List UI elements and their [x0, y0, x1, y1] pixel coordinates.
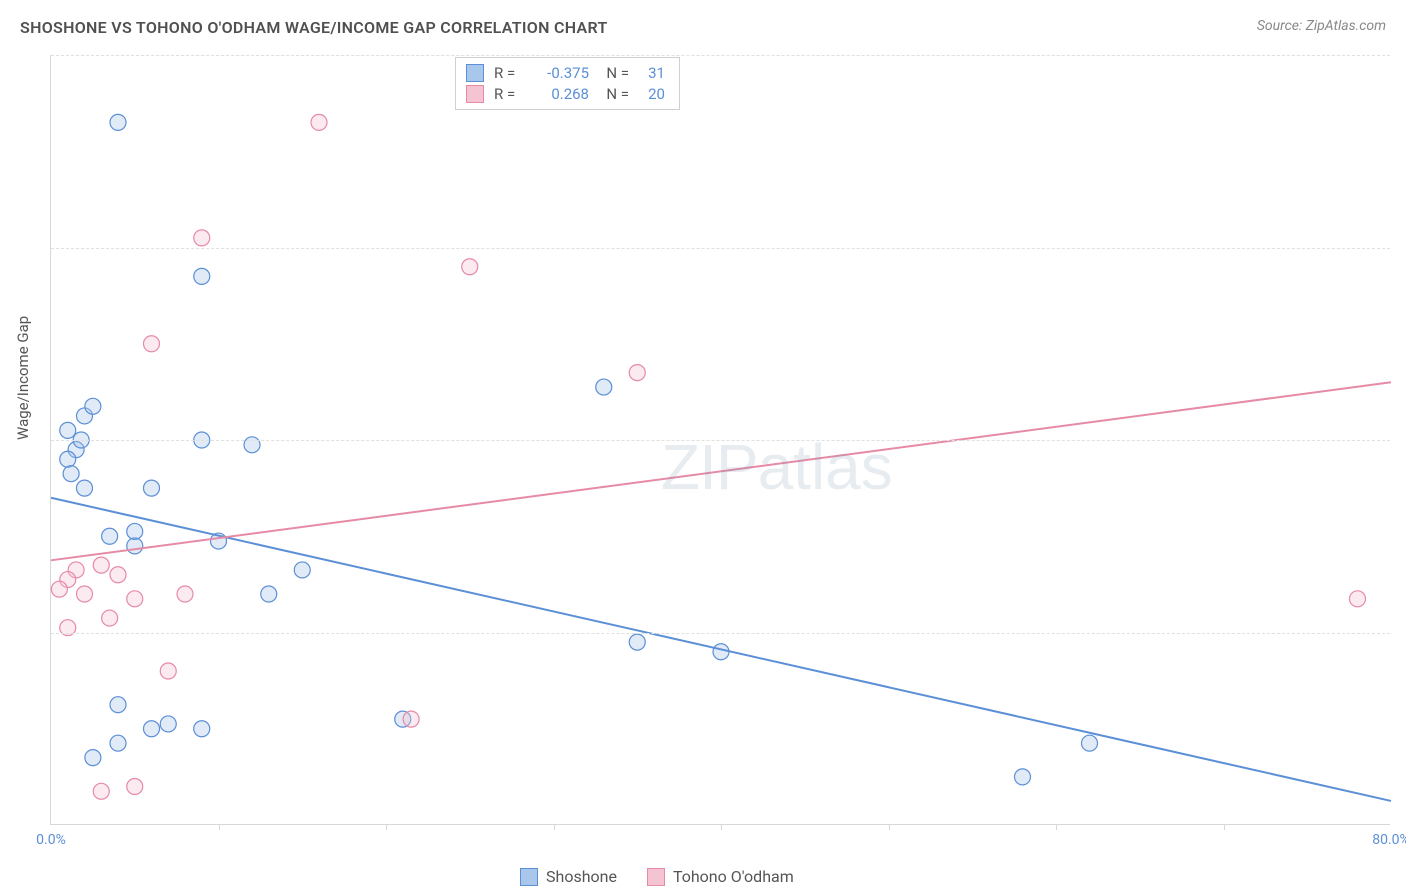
legend-label-shoshone: Shoshone [546, 867, 617, 886]
data-point [144, 336, 160, 352]
data-point [403, 711, 419, 727]
data-point [1350, 591, 1366, 607]
data-point [102, 528, 118, 544]
data-point [1015, 769, 1031, 785]
data-point [462, 259, 478, 275]
legend-swatch-tohono [647, 868, 665, 886]
n-label: N = [599, 64, 629, 82]
r-value-shoshone: -0.375 [529, 64, 589, 82]
data-point [110, 114, 126, 130]
data-point [85, 750, 101, 766]
y-tick-label: 60.0% [1395, 240, 1406, 256]
data-point [1082, 735, 1098, 751]
data-point [60, 422, 76, 438]
data-point [110, 697, 126, 713]
data-point [160, 663, 176, 679]
data-point [60, 451, 76, 467]
data-point [63, 466, 79, 482]
data-point [294, 562, 310, 578]
data-point [144, 721, 160, 737]
data-point [77, 480, 93, 496]
data-point [194, 230, 210, 246]
y-tick-label: 40.0% [1395, 432, 1406, 448]
data-point [713, 644, 729, 660]
series-legend: Shoshone Tohono O'odham [520, 867, 794, 886]
data-point [194, 268, 210, 284]
legend-item-tohono: Tohono O'odham [647, 867, 794, 886]
data-point [102, 610, 118, 626]
r-label: R = [494, 64, 519, 82]
data-point [311, 114, 327, 130]
legend-swatch-shoshone [520, 868, 538, 886]
y-tick-label: 20.0% [1395, 625, 1406, 641]
r-label: R = [494, 85, 519, 103]
n-value-shoshone: 31 [639, 64, 665, 82]
r-value-tohono: 0.268 [529, 85, 589, 103]
data-point [77, 586, 93, 602]
chart-header: SHOSHONE VS TOHONO O'ODHAM WAGE/INCOME G… [0, 0, 1406, 47]
data-point [93, 783, 109, 799]
n-label: N = [599, 85, 629, 103]
y-axis-label: Wage/Income Gap [14, 316, 32, 440]
data-point [85, 398, 101, 414]
data-point [110, 735, 126, 751]
data-point [177, 586, 193, 602]
trend-line [51, 498, 1391, 801]
source-attribution: Source: ZipAtlas.com [1257, 18, 1386, 34]
data-point [51, 581, 67, 597]
data-point [127, 591, 143, 607]
swatch-tohono [466, 85, 484, 103]
data-point [160, 716, 176, 732]
data-point [127, 523, 143, 539]
chart-plot-area: ZIPatlas 20.0%40.0%60.0%80.0%0.0%80.0% [50, 55, 1390, 825]
x-tick-label: 0.0% [36, 832, 66, 848]
data-point [110, 567, 126, 583]
data-point [629, 634, 645, 650]
data-point [144, 480, 160, 496]
n-value-tohono: 20 [639, 85, 665, 103]
legend-item-shoshone: Shoshone [520, 867, 617, 886]
data-point [127, 779, 143, 795]
data-point [261, 586, 277, 602]
correlation-legend: R = -0.375 N = 31 R = 0.268 N = 20 [455, 57, 680, 110]
correlation-row-shoshone: R = -0.375 N = 31 [466, 64, 665, 82]
data-point [629, 365, 645, 381]
data-point [93, 557, 109, 573]
y-tick-label: 80.0% [1395, 47, 1406, 63]
chart-title: SHOSHONE VS TOHONO O'ODHAM WAGE/INCOME G… [20, 18, 608, 37]
legend-label-tohono: Tohono O'odham [673, 867, 794, 886]
x-tick-label: 80.0% [1372, 832, 1406, 848]
data-point [194, 721, 210, 737]
correlation-row-tohono: R = 0.268 N = 20 [466, 85, 665, 103]
trend-line [51, 382, 1391, 560]
swatch-shoshone [466, 64, 484, 82]
data-point [127, 538, 143, 554]
data-point [596, 379, 612, 395]
